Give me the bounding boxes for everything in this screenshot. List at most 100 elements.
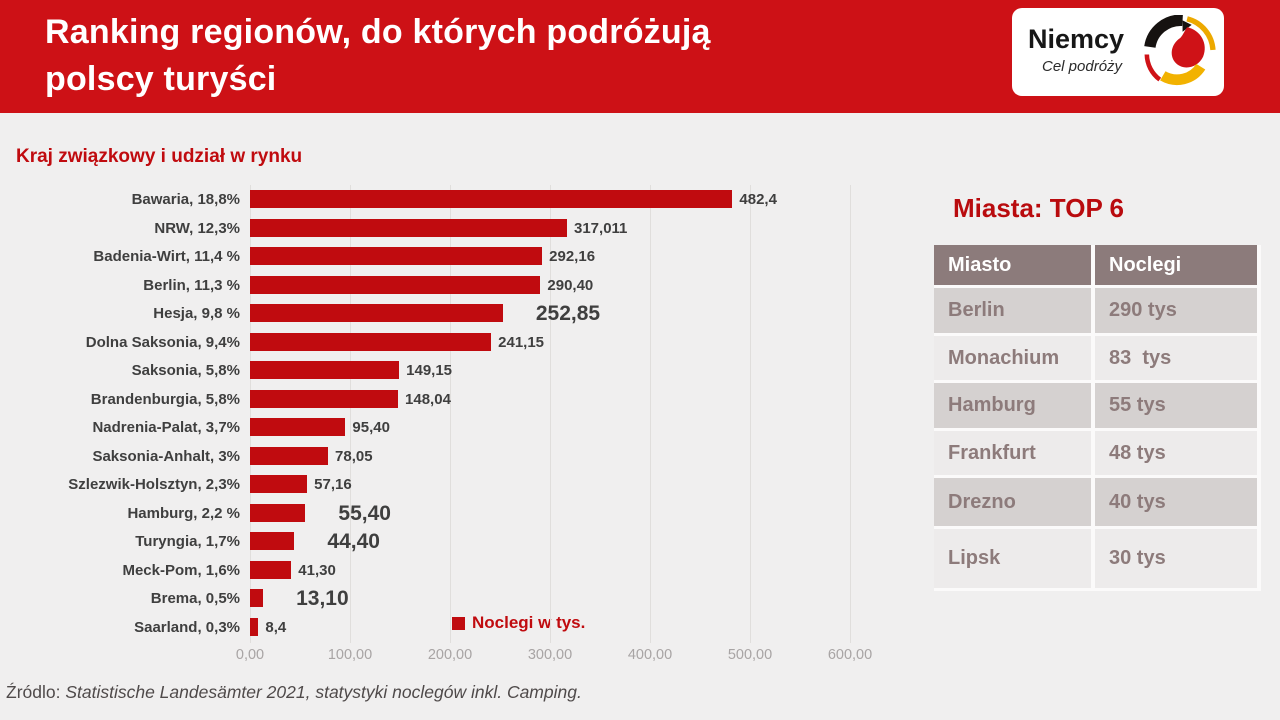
gridline: [750, 185, 751, 643]
nights-cell: 30 tys: [1095, 529, 1261, 591]
bar-category-label: Dolna Saksonia, 9,4%: [85, 333, 240, 351]
source-note: Źródlo: Statistische Landesämter 2021, s…: [6, 682, 582, 703]
gridline: [850, 185, 851, 643]
bar: [250, 475, 308, 494]
bar-row: Nadrenia-Palat, 3,7% 95,40: [0, 413, 905, 442]
bar-value-label: 292,16: [549, 248, 596, 265]
bar-row: Saksonia-Anhalt, 3% 78,05: [0, 442, 905, 471]
nights-cell: 83 tys: [1095, 336, 1261, 383]
bar: [250, 190, 733, 209]
panel-title: Miasta: TOP 6: [953, 193, 1124, 223]
bar-value-label: 41,30: [298, 561, 336, 579]
source-prefix: Źródlo:: [6, 682, 66, 702]
column-header-nights: Noclegi: [1095, 245, 1261, 288]
bar-value-label: 148,04: [405, 390, 451, 408]
city-cell: Frankfurt: [934, 431, 1095, 478]
bar: [250, 532, 295, 551]
bar-value-label: 78,05: [335, 447, 373, 465]
bar-value-label: 317,011: [574, 219, 628, 237]
gridline: [450, 185, 451, 643]
legend-swatch-icon: [452, 616, 465, 630]
bar-row: Bawaria, 18,8% 482,4: [0, 185, 905, 214]
bar: [250, 304, 503, 323]
bar-row: Saarland, 0,3% 8,4: [0, 613, 905, 642]
bar-row: Saksonia, 5,8% 149,15: [0, 356, 905, 385]
bar: [250, 361, 400, 380]
nights-cell: 40 tys: [1095, 478, 1261, 529]
gridline: [650, 185, 651, 643]
bar-value-label: 8,4: [265, 618, 287, 636]
city-cell: Berlin: [934, 288, 1095, 336]
bar-category-label: Hamburg, 2,2 %: [127, 504, 240, 522]
bar-row: Badenia-Wirt, 11,4 % 292,16: [0, 242, 905, 271]
bar-value-label: 57,16: [314, 476, 352, 493]
x-axis-tick: 100,00: [327, 647, 373, 663]
bar: [250, 503, 306, 522]
bar: [250, 560, 292, 579]
bar-value-label: 44,40: [327, 530, 380, 553]
bar: [250, 275, 541, 294]
logo-brand-text: Niemcy: [1028, 24, 1125, 54]
table-row: Berlin 290 tys: [934, 288, 1261, 336]
bar-value-label: 252,85: [535, 302, 601, 325]
bar-value-label: 149,15: [406, 362, 453, 379]
bar-chart: Noclegi w tys. 0,00 100,00 200,00 300,00 400…: [0, 185, 905, 675]
bar: [250, 589, 264, 608]
city-cell: Hamburg: [934, 383, 1095, 431]
city-cell: Monachium: [934, 336, 1095, 383]
bar-category-label: Brema, 0,5%: [150, 590, 240, 607]
nights-cell: 290 tys: [1095, 288, 1261, 336]
nights-cell: 55 tys: [1095, 383, 1261, 431]
nights-cell: 48 tys: [1095, 431, 1261, 478]
bar: [250, 247, 543, 266]
table-row: Drezno 40 tys: [934, 478, 1261, 529]
german-swirl-icon: [1144, 15, 1216, 85]
bar-row: Meck-Pom, 1,6% 41,30: [0, 556, 905, 585]
bar-value-label: 13,10: [296, 587, 349, 610]
logo-tagline: Cel podróży: [1042, 58, 1123, 75]
table-header-row: Miasto Noclegi: [934, 245, 1261, 288]
x-axis-tick: 400,00: [627, 647, 673, 663]
bar: [250, 218, 567, 237]
bar-category-label: Szlezwik-Holsztyn, 2,3%: [68, 476, 240, 493]
legend-label: Noclegi w tys.: [472, 613, 586, 632]
table-row: Monachium 83 tys: [934, 336, 1261, 383]
bar: [250, 418, 346, 437]
bar-value-label: 290,40: [547, 276, 594, 294]
bar: [250, 389, 399, 408]
chart-legend: Noclegi w tys.: [452, 613, 585, 633]
bar: [250, 617, 259, 636]
city-cell: Lipsk: [934, 529, 1095, 591]
bar-category-label: Hesja, 9,8 %: [153, 305, 240, 322]
bar-category-label: NRW, 12,3%: [154, 219, 240, 237]
table-row: Frankfurt 48 tys: [934, 431, 1261, 478]
bar-row: Hamburg, 2,2 % 55,40: [0, 499, 905, 528]
table-row: Lipsk 30 tys: [934, 529, 1261, 591]
bar-category-label: Brandenburgia, 5,8%: [90, 390, 240, 408]
bar-row: Dolna Saksonia, 9,4% 241,15: [0, 328, 905, 357]
x-axis-tick: 300,00: [527, 647, 573, 663]
bar-row: Hesja, 9,8 % 252,85: [0, 299, 905, 328]
x-axis-tick: 600,00: [827, 647, 873, 663]
bar-category-label: Nadrenia-Palat, 3,7%: [92, 419, 240, 436]
bar-value-label: 241,15: [498, 333, 545, 351]
bar-category-label: Meck-Pom, 1,6%: [122, 561, 240, 579]
bar-value-label: 482,4: [739, 191, 777, 208]
x-axis-tick: 200,00: [427, 647, 473, 663]
table-row: Hamburg 55 tys: [934, 383, 1261, 431]
bar-row: Brema, 0,5% 13,10: [0, 584, 905, 613]
x-axis-tick: 0,00: [235, 647, 265, 663]
gridline: [550, 185, 551, 643]
source-text: Statistische Landesämter 2021, statystyk…: [65, 682, 582, 702]
bar-row: NRW, 12,3% 317,011: [0, 214, 905, 243]
cities-table: Miasto Noclegi Berlin 290 tys Monachium 83 …: [934, 245, 1261, 591]
city-cell: Drezno: [934, 478, 1095, 529]
page-title-line1: Ranking regionów, do których podróżują: [45, 13, 711, 51]
bar-category-label: Saksonia-Anhalt, 3%: [92, 447, 240, 465]
bar-row: Berlin, 11,3 % 290,40: [0, 271, 905, 300]
bar-row: Szlezwik-Holsztyn, 2,3% 57,16: [0, 470, 905, 499]
gridline: [250, 185, 251, 643]
bar-value-label: 95,40: [352, 419, 390, 436]
cities-table-body: Berlin 290 tys Monachium 83 tys Hamburg 55 ty…: [934, 288, 1261, 591]
